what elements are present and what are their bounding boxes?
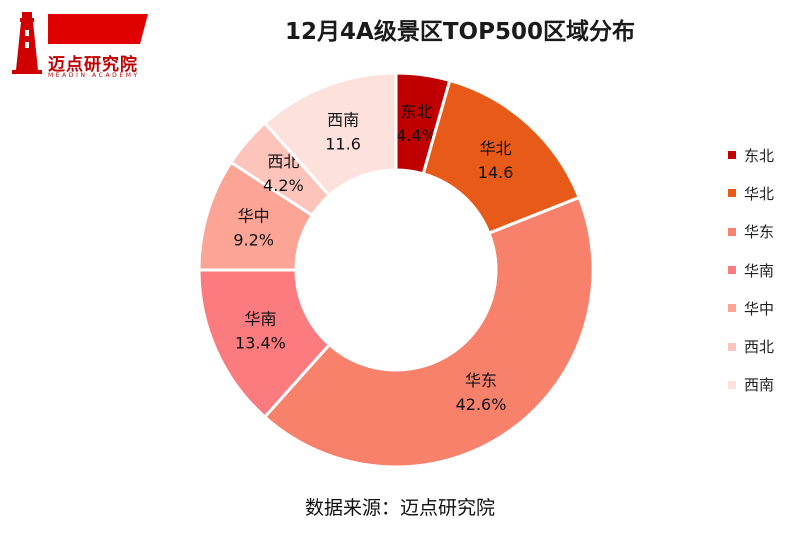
legend-label: 西北 [744,338,775,357]
legend-item-西北: 西北 [728,327,774,365]
slice-label-华中: 华中 9.2% [233,207,274,250]
lighthouse-icon [12,12,148,74]
legend-swatch [728,380,736,389]
legend-label: 西南 [744,376,775,395]
slice-label-西北: 西北 4.2% [263,152,304,195]
legend-item-华中: 华中 [728,289,774,327]
legend-label: 华南 [744,261,775,280]
legend-item-西南: 西南 [728,366,774,404]
legend-item-华东: 华东 [728,213,774,251]
legend-label: 华北 [744,184,775,203]
logo-name: 迈点研究院 [48,55,138,75]
legend-item-东北: 东北 [728,136,774,174]
legend-label: 东北 [744,146,775,165]
logo-subtitle: MEADIN ACADEMY [48,72,140,79]
logo: 迈点研究院 MEADIN ACADEMY [8,6,158,79]
slice-label-东北: 东北 4.4% [396,102,437,145]
legend-swatch [728,189,736,198]
slice-华东 [262,195,595,469]
legend-swatch [728,342,736,351]
slice-label-华东: 华东 42.6% [456,371,507,414]
legend-item-华南: 华南 [728,251,774,289]
legend-swatch [728,151,736,160]
slice-label-华北: 华北 14.6 [478,139,514,182]
legend-swatch [728,227,736,236]
legend-label: 华中 [744,299,775,318]
source-note: 数据来源：迈点研究院 [304,497,495,519]
legend-label: 华东 [744,223,775,242]
legend-item-华北: 华北 [728,174,774,212]
slice-西南 [262,71,398,198]
slice-label-西南: 西南 11.6 [325,110,361,153]
legend: 东北华北华东华南华中西北西南 [728,136,774,404]
slice-label-华南: 华南 13.4% [235,310,286,353]
legend-swatch [728,304,736,313]
chart-title: 12月4A级景区TOP500区域分布 [285,19,635,45]
legend-swatch [728,266,736,275]
